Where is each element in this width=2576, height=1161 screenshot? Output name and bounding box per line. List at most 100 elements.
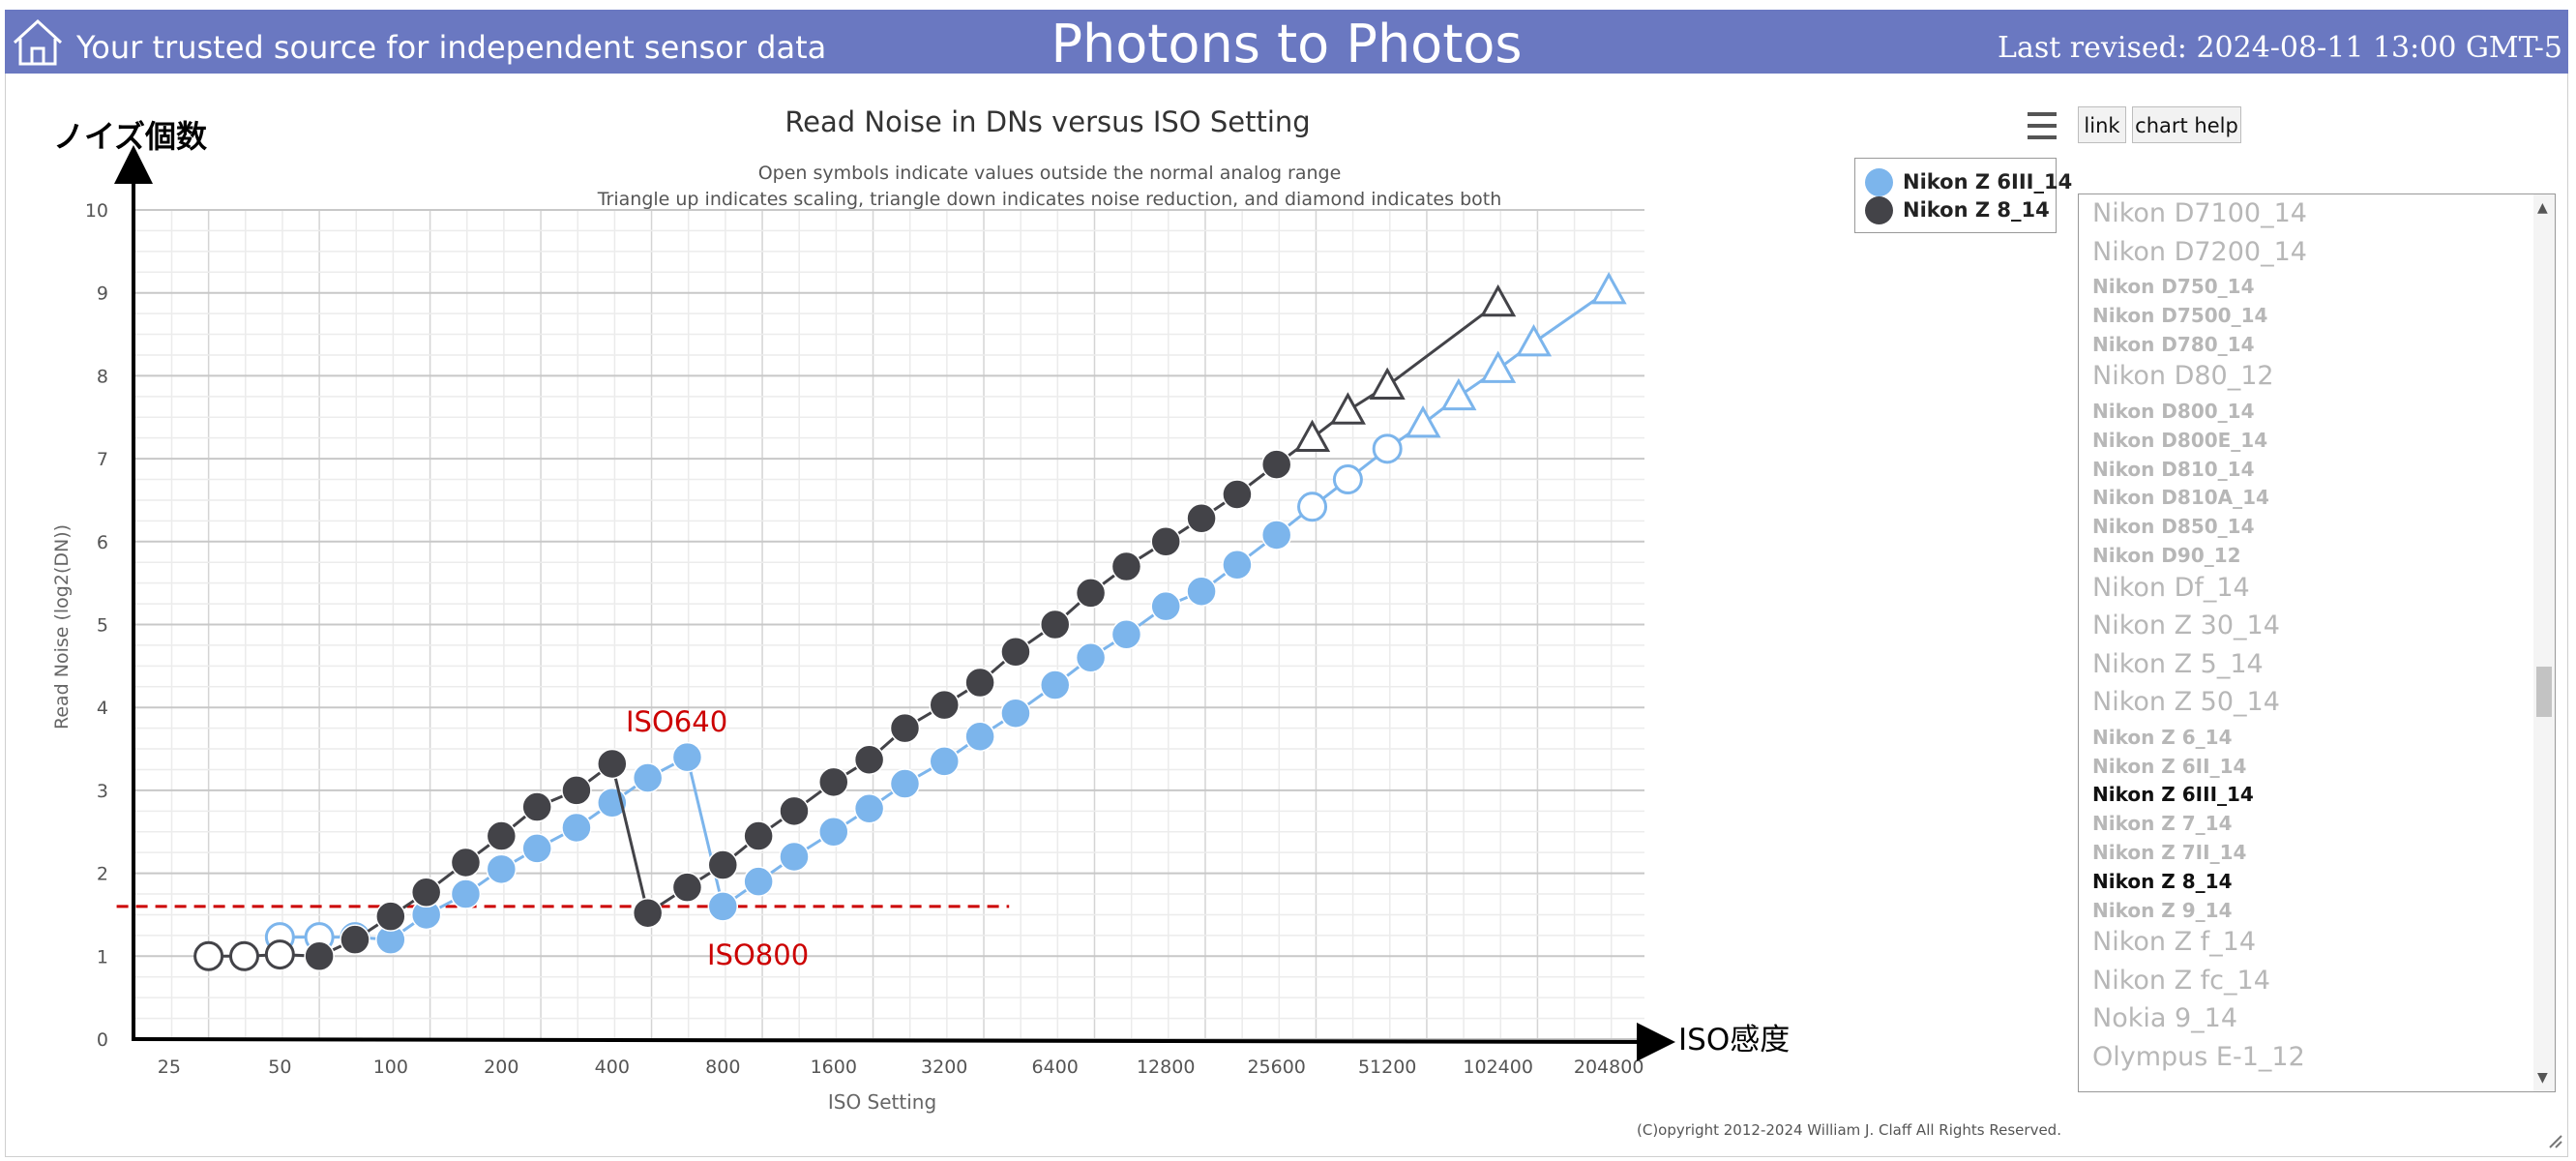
series-1 [193,283,1517,972]
data-point [632,762,664,793]
data-point [889,712,921,744]
camera-list-item[interactable]: Nikon D7500_14 [2092,303,2268,327]
camera-list-item[interactable]: Nikon Z f_14 [2092,927,2257,958]
x-tick-label: 200 [484,1057,518,1078]
iso800-annotation: ISO800 [707,938,809,971]
camera-list[interactable]: Nikon D7100_14 Nikon D7200_14 Nikon D750_1… [2078,194,2556,1092]
series-line [280,288,1611,941]
data-point-triangle [1293,419,1331,452]
x-tick-label: 6400 [1032,1057,1079,1078]
x-tick-label: 25600 [1247,1057,1305,1078]
camera-list-item[interactable]: Nikon Z 50_14 [2092,687,2280,718]
data-point-triangle [1369,367,1406,400]
scroll-up-arrow-icon[interactable]: ▲ [2537,200,2548,216]
camera-list-item[interactable]: Nikon Z 8_14 [2092,869,2233,893]
data-point [597,748,628,780]
camera-list-item[interactable]: Nokia 9_14 [2092,1003,2238,1034]
data-point [521,791,552,822]
iso640-annotation: ISO640 [626,705,727,738]
data-point [486,820,518,851]
data-point [671,872,703,903]
data-point [561,775,592,806]
data-point [1110,619,1142,650]
chart-help-button[interactable]: chart help [2132,106,2241,143]
camera-list-scrollbar[interactable]: ▲ ▼ [2533,194,2555,1091]
data-point [1039,670,1071,700]
camera-list-item[interactable]: Nikon D780_14 [2092,332,2255,356]
data-point [1039,609,1071,640]
data-point [1150,590,1181,622]
link-button[interactable]: link [2078,106,2126,143]
camera-list-item[interactable]: Nikon Z 30_14 [2092,610,2280,641]
data-point [1222,479,1253,510]
chart-subtitle-line-1: Open symbols indicate values outside the… [758,163,1342,184]
camera-list-item[interactable]: Nikon D7200_14 [2092,236,2307,267]
data-point [743,820,774,851]
y-tick-label: 2 [97,864,108,885]
scroll-thumb[interactable] [2536,667,2552,717]
data-point [1186,576,1217,607]
camera-list-item[interactable]: Nikon Z 9_14 [2092,898,2233,922]
resize-handle-icon[interactable] [2548,1134,2563,1149]
chart-menu-icon[interactable] [2028,112,2057,139]
camera-list-item[interactable]: Nikon D800E_14 [2092,428,2268,452]
y-tick-label: 5 [97,615,108,637]
data-point [853,744,885,775]
legend-marker-z6iii [1865,168,1893,196]
x-tick-label: 204800 [1574,1057,1644,1078]
x-tick-label: 102400 [1463,1057,1533,1078]
data-point [1110,551,1142,582]
home-icon[interactable] [11,17,65,68]
camera-list-item[interactable]: Nikon D850_14 [2092,515,2255,539]
camera-list-item[interactable]: Nikon Df_14 [2092,572,2250,603]
x-axis-annotation-jp: ISO感度 [1678,1023,1790,1057]
data-point-triangle [1480,350,1517,383]
camera-list-item[interactable]: Nikon D810_14 [2092,457,2255,481]
data-point-triangle [1515,324,1553,357]
chart-title: Read Noise in DNs versus ISO Setting [785,105,1310,138]
data-point [340,924,370,955]
camera-list-item[interactable]: Olympus E-1_12 [2092,1041,2305,1072]
camera-list-item[interactable]: Nikon Z 5_14 [2092,648,2264,679]
data-point [671,741,703,773]
data-point-triangle [1405,405,1441,438]
camera-list-item[interactable]: Nikon D90_12 [2092,543,2241,567]
data-point [1260,520,1292,551]
data-point [1260,449,1292,480]
camera-list-item[interactable]: Nikon Z 7_14 [2092,812,2233,836]
camera-list-item[interactable]: Nikon D810A_14 [2092,486,2269,510]
series-0 [264,272,1627,955]
data-point-open [1332,464,1363,495]
camera-list-item[interactable]: Nikon Z 6II_14 [2092,754,2247,778]
legend-label-z6iii: Nikon Z 6III_14 [1903,170,2073,194]
x-axis-title: ISO Setting [828,1090,936,1114]
data-point [964,721,995,752]
camera-list-item[interactable]: Nikon Z 6_14 [2092,725,2233,749]
y-tick-label: 8 [97,366,108,387]
data-point-open [1372,433,1403,464]
chart-subtitle-line-2: Triangle up indicates scaling, triangle … [597,189,1502,210]
camera-list-item[interactable]: Nikon Z 6III_14 [2092,783,2254,807]
camera-list-item[interactable]: Nikon D80_12 [2092,361,2274,392]
data-point [410,877,442,908]
data-point [1075,578,1107,609]
x-tick-label: 100 [373,1057,408,1078]
camera-list-item[interactable]: Nikon D7100_14 [2092,198,2307,228]
data-point-triangle [1590,272,1627,305]
y-tick-label: 0 [97,1029,108,1051]
camera-list-item[interactable]: Nikon D750_14 [2092,275,2255,298]
camera-list-item[interactable]: Nikon Z fc_14 [2092,965,2270,996]
data-point [450,847,482,878]
data-point [450,878,482,909]
y-axis-annotation-jp: ノイズ個数 [53,118,208,155]
y-axis-title: Read Noise (log2(DN)) [51,524,73,729]
x-axis-arrow [131,1022,1675,1061]
last-revised: Last revised: 2024-08-11 13:00 GMT-5 [1998,31,2562,65]
camera-list-item[interactable]: Nikon Z 7II_14 [2092,840,2247,864]
scroll-down-arrow-icon[interactable]: ▼ [2537,1070,2548,1086]
site-header: Your trusted source for independent sens… [5,10,2568,74]
data-point [1075,642,1107,673]
camera-list-item[interactable]: Nikon D800_14 [2092,399,2255,423]
data-point-triangle [1329,392,1366,425]
